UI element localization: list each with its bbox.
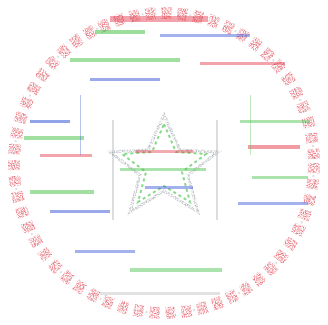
star-icon [105, 111, 223, 216]
vertical-glitches [80, 95, 251, 220]
glitch-streaks [24, 16, 310, 295]
seal-ring [8, 7, 320, 319]
